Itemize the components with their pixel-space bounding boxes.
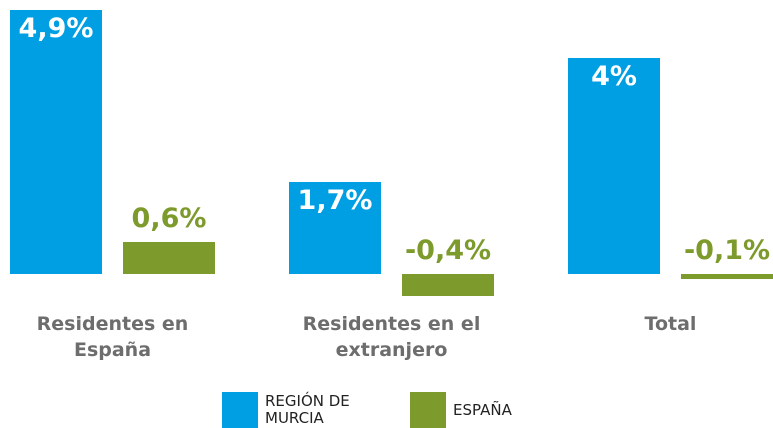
- category-label: Total: [644, 313, 697, 335]
- category-label: Residentes en el extranjero: [302, 313, 481, 361]
- value-label: 4,9%: [18, 12, 94, 44]
- legend-label: ESPAÑA: [453, 401, 512, 419]
- value-label: 1,7%: [297, 185, 373, 217]
- legend-label: REGIÓN DE MURCIA: [265, 392, 350, 427]
- value-label: 4%: [591, 61, 637, 93]
- bar: [402, 274, 494, 296]
- value-label: -0,1%: [683, 235, 771, 266]
- category-label: Residentes en España: [36, 313, 189, 361]
- bar: [10, 9, 102, 274]
- bar: [681, 274, 773, 280]
- legend-swatch: [410, 392, 446, 428]
- value-label: 0,6%: [131, 202, 207, 234]
- value-label: -0,4%: [404, 235, 492, 266]
- bar: [289, 182, 381, 274]
- legend-swatch: [222, 392, 258, 428]
- bar: [123, 241, 215, 274]
- bar: [568, 58, 660, 274]
